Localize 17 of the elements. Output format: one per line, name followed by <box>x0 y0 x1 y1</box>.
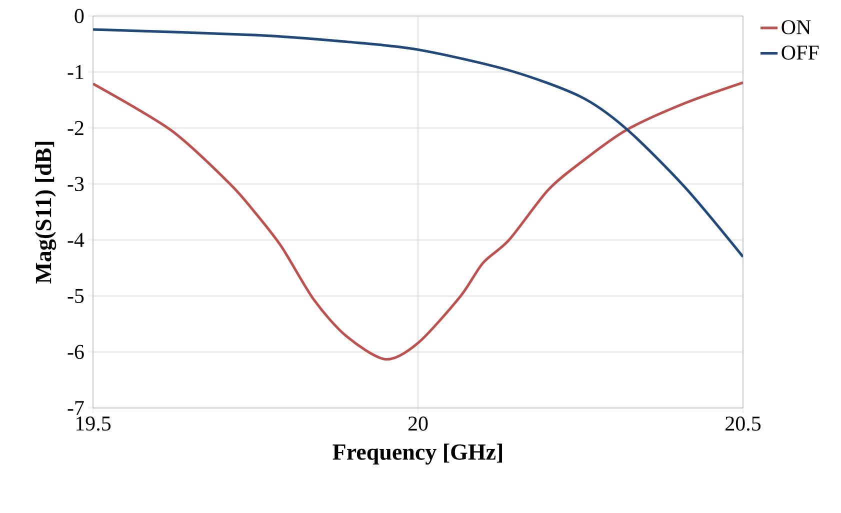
legend-label: ON <box>782 20 811 34</box>
x-tick-label: 20.5 <box>726 416 761 431</box>
y-tick-label: -5 <box>68 289 84 303</box>
x-tick-label: 20 <box>408 416 428 431</box>
y-axis-title: Mag(S11) [dB] <box>35 142 56 284</box>
y-tick-label: -1 <box>68 65 84 79</box>
line-series <box>93 81 743 361</box>
legend-label: OFF <box>782 46 819 60</box>
y-tick-label: -6 <box>68 344 84 360</box>
y-tick-label: -4 <box>68 233 84 247</box>
y-tick-label: -7 <box>68 401 84 415</box>
x-tick-label: 19.5 <box>76 416 111 431</box>
y-tick-label: -2 <box>68 121 84 135</box>
y-tick-label: 0 <box>74 8 84 24</box>
x-axis-title: Frequency [GHz] <box>332 444 502 465</box>
y-tick-label: -3 <box>68 176 84 192</box>
line-series <box>93 28 743 258</box>
